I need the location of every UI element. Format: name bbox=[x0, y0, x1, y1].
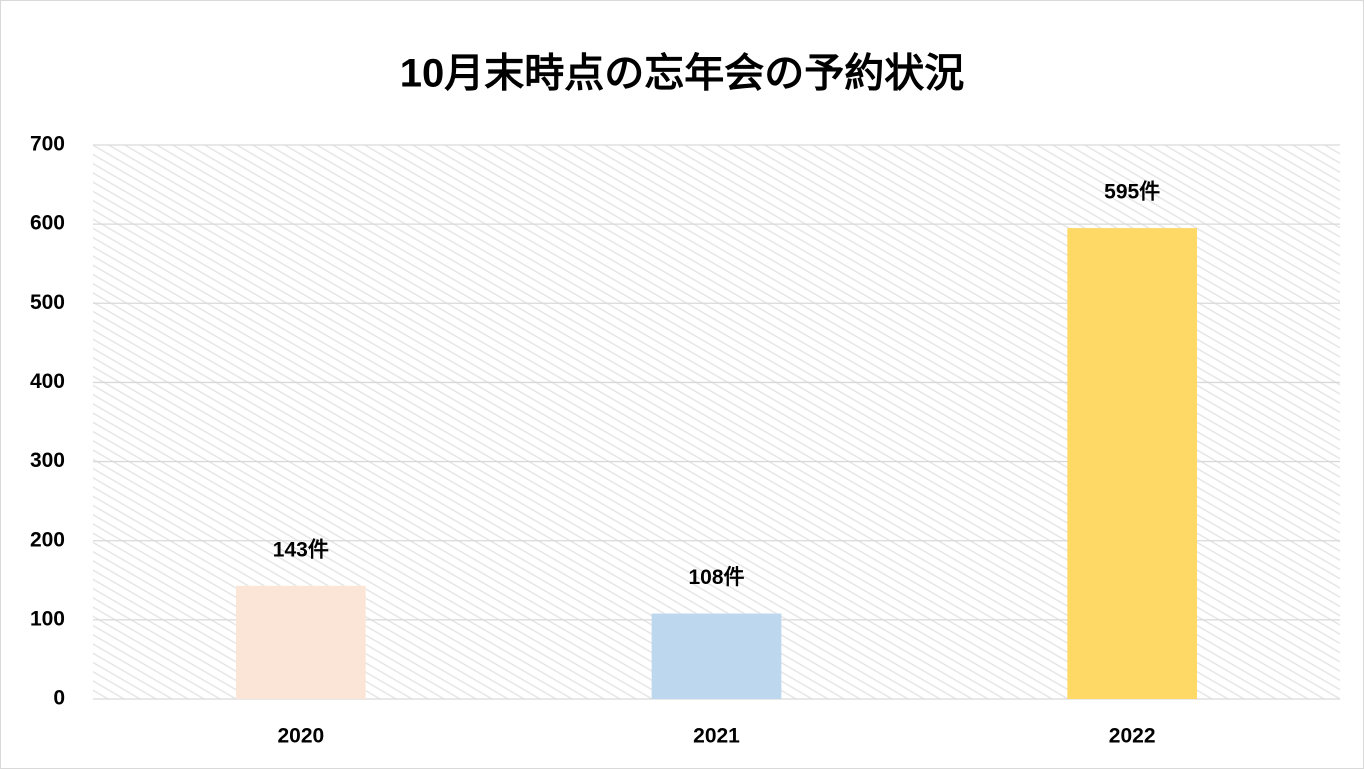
chart-title: 10月末時点の忘年会の予約状況 bbox=[400, 52, 965, 96]
value-label: 143件 bbox=[273, 538, 329, 561]
bar bbox=[235, 585, 366, 699]
y-tick-label: 500 bbox=[30, 291, 65, 314]
y-tick-label: 400 bbox=[30, 370, 65, 393]
bar bbox=[1067, 228, 1198, 699]
x-tick-label: 2021 bbox=[693, 725, 740, 748]
y-tick-label: 200 bbox=[30, 528, 65, 551]
value-label: 595件 bbox=[1104, 181, 1160, 204]
value-label: 108件 bbox=[688, 566, 744, 589]
x-tick-label: 2022 bbox=[1109, 725, 1156, 748]
bar bbox=[651, 613, 782, 699]
x-tick-label: 2020 bbox=[277, 725, 324, 748]
y-tick-label: 100 bbox=[30, 607, 65, 630]
y-tick-label: 0 bbox=[53, 687, 65, 710]
y-tick-label: 600 bbox=[30, 212, 65, 235]
y-tick-label: 700 bbox=[30, 133, 65, 156]
y-tick-label: 300 bbox=[30, 449, 65, 472]
